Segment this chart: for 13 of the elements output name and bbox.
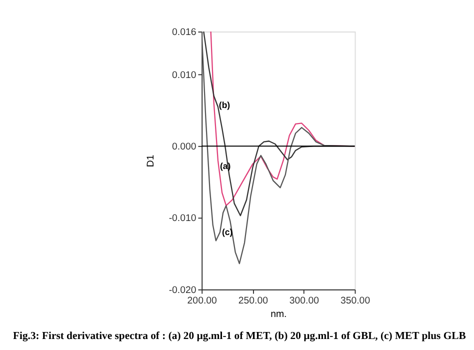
y-tick-label: 0.016: [172, 26, 196, 38]
x-tick-label: 300.00: [289, 295, 320, 306]
x-tick-label: 250.00: [238, 295, 269, 306]
x-tick-label: 200.00: [187, 295, 218, 306]
y-tick-label: 0.010: [172, 70, 197, 81]
x-tick-label: 350.00: [340, 295, 371, 306]
x-axis-title: nm.: [270, 309, 287, 320]
y-tick-label: 0.000: [172, 142, 197, 153]
caption: Fig.3: First derivative spectra of : (a) 20 µg.ml-1 of MET, (b) 20 µg.ml-1 of GBL, (c) MET plus GLB: [12, 330, 466, 342]
y-tick-label: -0.010: [168, 213, 197, 224]
annotation: (b): [218, 100, 230, 110]
y-tick-label: -0.020: [168, 284, 197, 296]
y-axis-title: D1: [145, 154, 156, 168]
